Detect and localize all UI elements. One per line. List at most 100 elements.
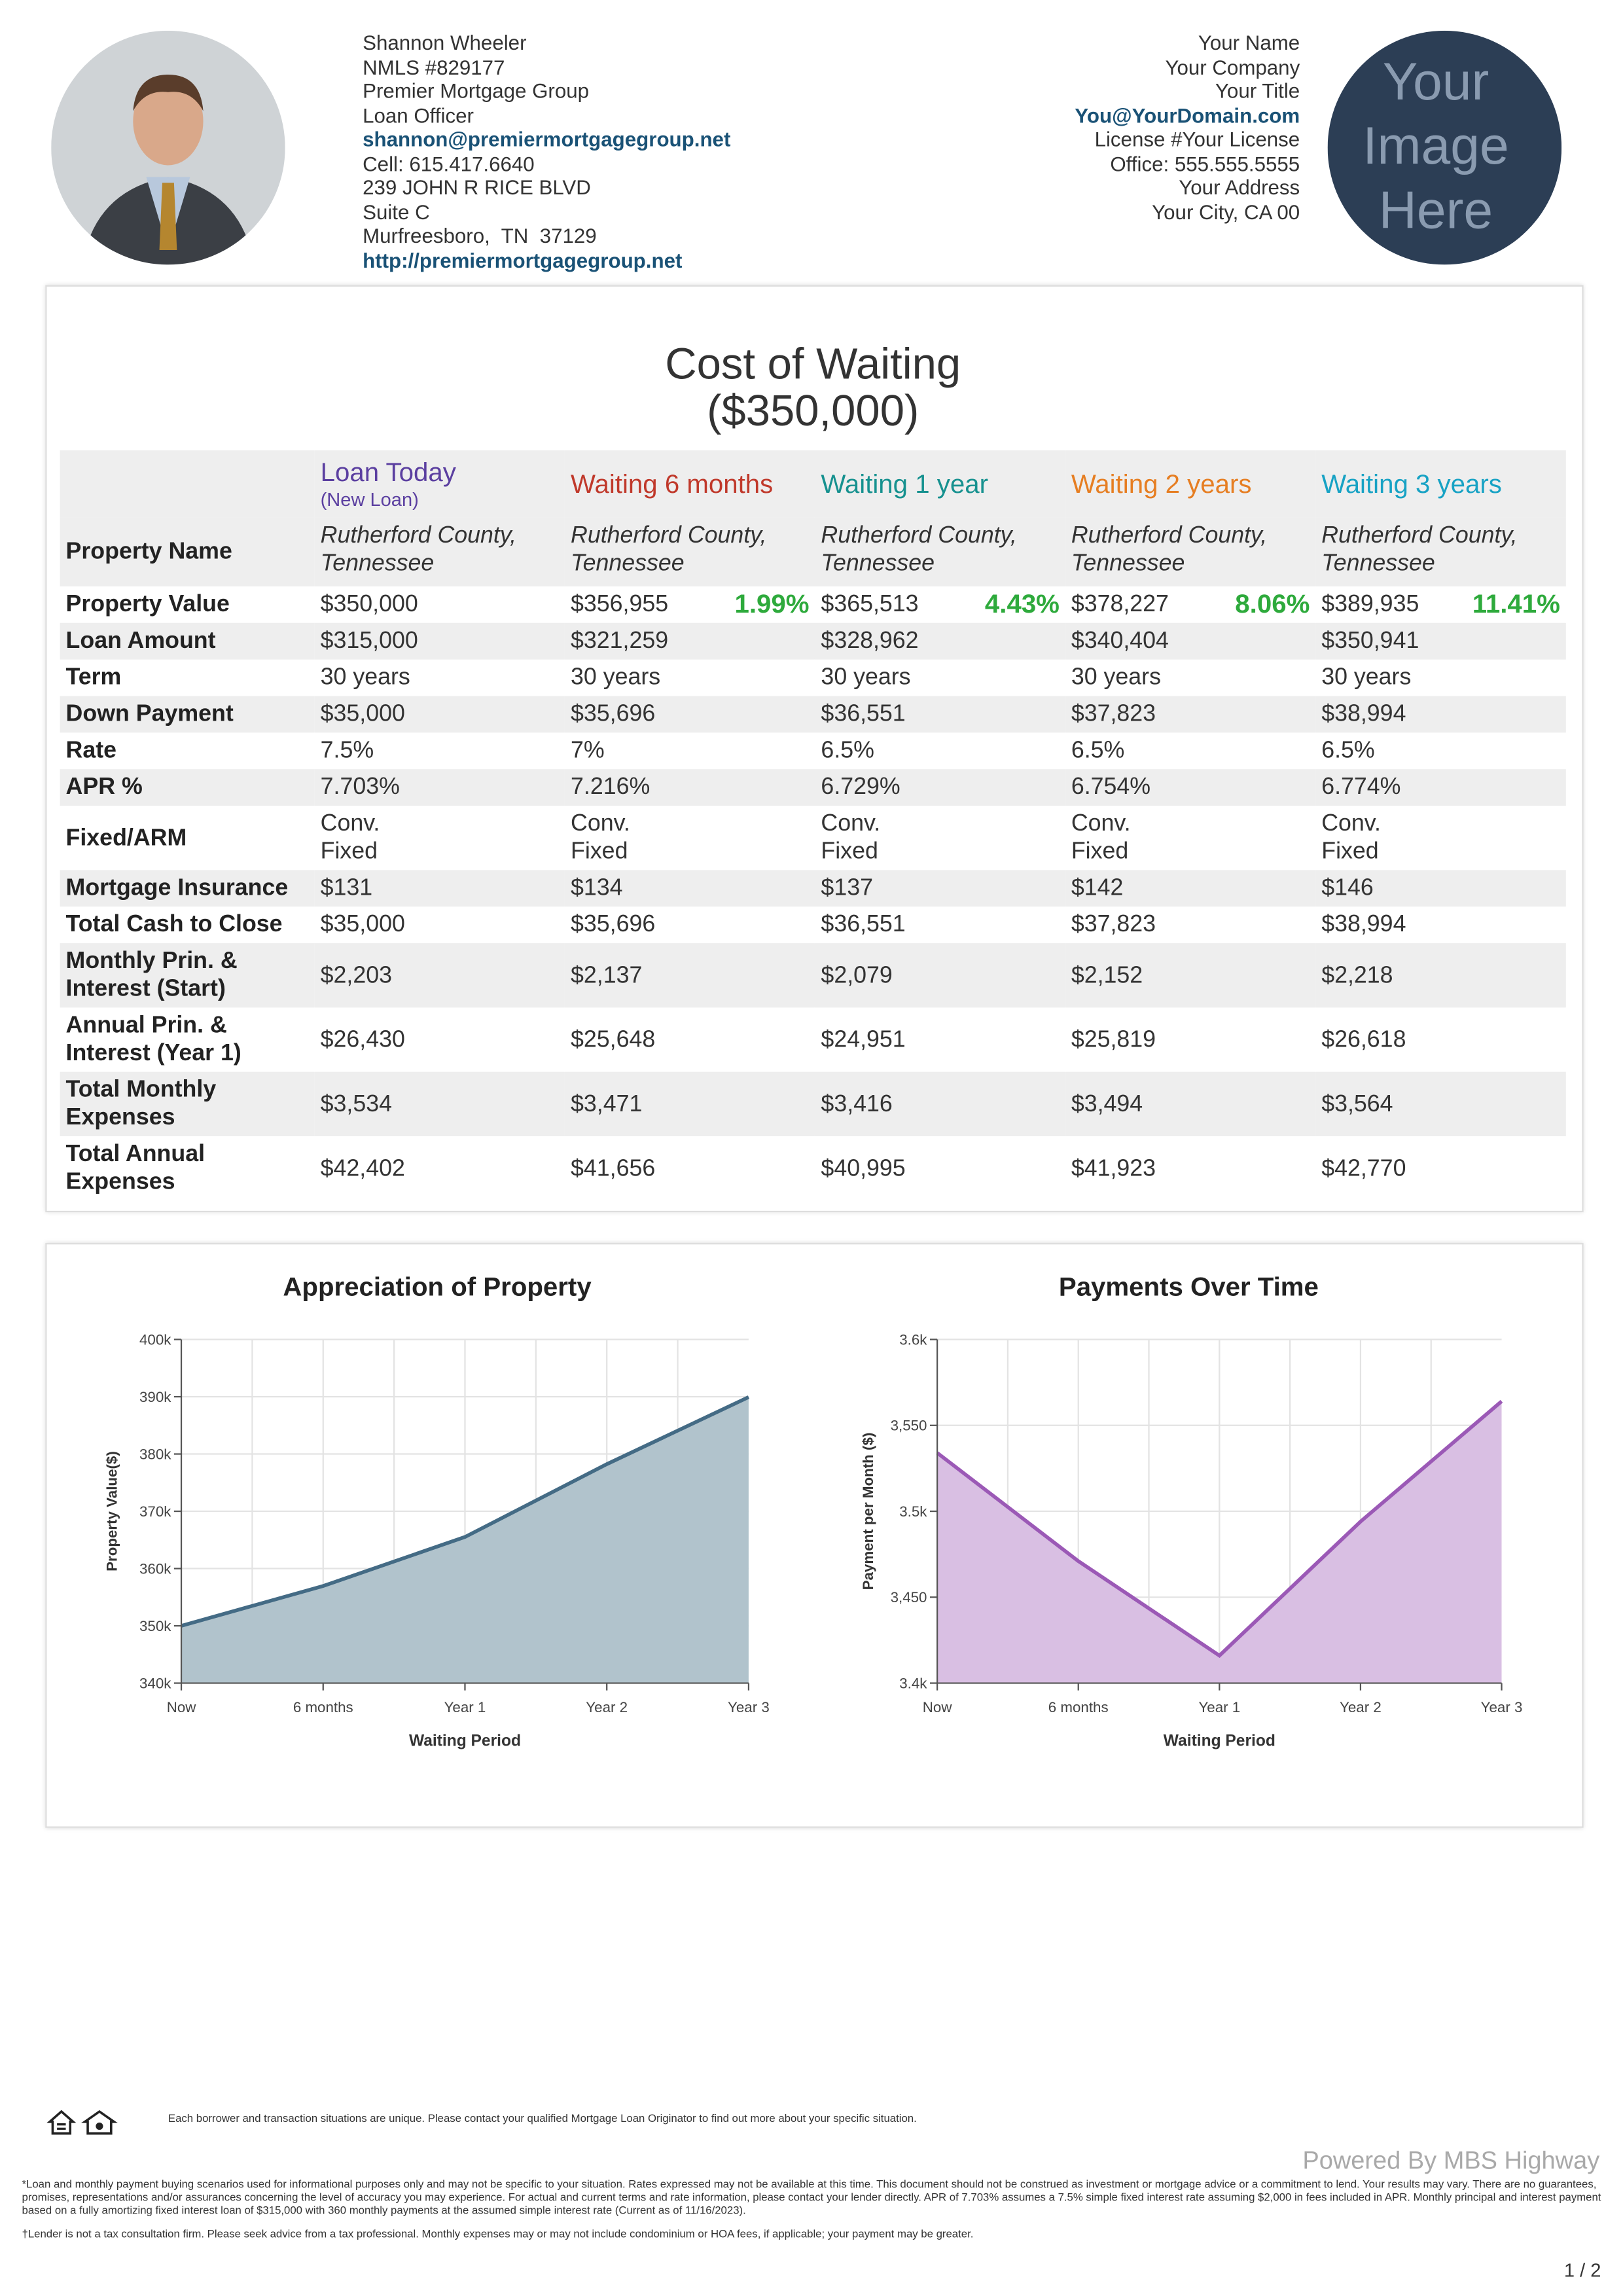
cell: $42,770 [1321, 1156, 1406, 1181]
disclaimer: *Loan and monthly payment buying scenari… [22, 2177, 1601, 2217]
column-header: Waiting 3 years [1315, 450, 1566, 518]
agent-line: Shannon Wheeler [363, 30, 527, 54]
x-tick-label: Now [167, 1699, 197, 1715]
chart-title: Appreciation of Property [283, 1272, 592, 1302]
agent-line: 239 JOHN R RICE BLVD [363, 175, 591, 199]
placeholder-text: Image [1363, 117, 1509, 175]
agent-info: Shannon Wheeler NMLS #829177 Premier Mortg… [363, 31, 730, 272]
company-line: Your Name [1198, 30, 1300, 54]
cell: Rutherford County, Tennessee [1065, 517, 1316, 586]
change: 1.99% [734, 589, 810, 619]
cell: $131 [314, 870, 565, 907]
table-row: Total Cash to Close $35,000 $35,696 $36,551… [60, 906, 1566, 943]
cell: $41,656 [571, 1156, 656, 1181]
table-row: Loan Amount $315,000 $321,259 $328,962 $340,… [60, 622, 1566, 660]
cell: 6.754% [1065, 769, 1316, 806]
company-line: You@YourDomain.com [1075, 103, 1300, 127]
x-axis-label: Waiting Period [1164, 1732, 1275, 1750]
cell: $340,404 [1065, 622, 1316, 660]
column-sub: (New Loan) [320, 488, 419, 511]
cell: $26,618 [1321, 1027, 1406, 1052]
cell: $321,259 [565, 622, 815, 660]
table-row: Monthly Prin. & Interest (Start) $2,203 $2… [60, 943, 1566, 1008]
cell: $2,152 [1065, 943, 1316, 1008]
y-tick-label: 360k [139, 1560, 171, 1577]
cell: $40,995 [821, 1156, 906, 1181]
cell: $35,696 [571, 912, 656, 938]
cell: 6.5% [821, 738, 874, 764]
cell: $134 [565, 870, 815, 907]
column-header: Loan Today (New Loan) [314, 450, 565, 518]
row-label: Monthly Prin. & Interest (Start) [60, 943, 315, 1008]
placeholder-text: Here [1379, 181, 1493, 240]
table-row: Rate 7.5% 7% 6.5% 6.5% 6.5% [60, 732, 1566, 769]
title-line: ($350,000) [707, 387, 919, 436]
table-row: Fixed/ARM Conv. Fixed Conv. Fixed Conv. Fix… [60, 806, 1566, 870]
area-fill [937, 1401, 1502, 1683]
cell: $36,551 [815, 696, 1065, 733]
table-row: Annual Prin. & Interest (Year 1) $26,430 $… [60, 1007, 1566, 1071]
cell: $2,203 [314, 943, 565, 1008]
cell: 6.5% [1321, 738, 1375, 764]
column-header: Waiting 1 year [815, 450, 1065, 518]
cell: $2,137 [565, 943, 815, 1008]
cell: 6.774% [1315, 769, 1566, 806]
cell: $3,416 [815, 1071, 1065, 1136]
table-wrap: Loan Today (New Loan) Waiting 6 months Wait… [60, 450, 1566, 1200]
y-tick-label: 3.4k [899, 1675, 927, 1691]
cell: Conv. Fixed [320, 811, 380, 865]
agent-line: Murfreesboro, TN 37129 [363, 223, 597, 247]
cell: $24,951 [821, 1027, 906, 1052]
agent-line: NMLS #829177 [363, 54, 505, 79]
column-header: Waiting 2 years [1065, 450, 1316, 518]
cell-text: $356,955 [571, 592, 669, 617]
cell: $38,994 [1315, 696, 1566, 733]
powered-by: Powered By MBS Highway [1302, 2146, 1600, 2175]
cell: $328,962 [815, 622, 1065, 660]
x-tick-label: Now [923, 1699, 953, 1715]
cell: Conv. Fixed [1321, 811, 1381, 865]
column-name: Loan Today [320, 457, 456, 487]
header-row: Loan Today (New Loan) Waiting 6 months Wait… [60, 450, 1566, 518]
line [936, 1399, 1503, 1659]
cell: $350,941 [1315, 622, 1566, 660]
placeholder-text: Your [1383, 52, 1489, 111]
area-fill [181, 1397, 749, 1683]
cell: 7% [571, 738, 605, 764]
notice: Each borrower and transaction situations… [168, 2111, 917, 2125]
cell: Rutherford County, Tennessee [815, 517, 1065, 586]
row-label: Loan Amount [60, 622, 315, 660]
cell: 30 years [571, 665, 661, 691]
cell: $350,000 [320, 592, 418, 617]
y-tick-label: 3,550 [891, 1418, 927, 1434]
change: 8.06% [1235, 589, 1310, 619]
table-row: Total Monthly Expenses $3,534 $3,471 $3,416… [60, 1071, 1566, 1136]
row-label: Property Name [60, 517, 315, 586]
change: 4.43% [984, 589, 1060, 619]
cell: Rutherford County, Tennessee [1315, 517, 1566, 586]
cell: Rutherford County, Tennessee [314, 517, 565, 586]
row-label: Fixed/ARM [65, 825, 187, 851]
row-label: Annual Prin. & Interest (Year 1) [65, 1013, 241, 1066]
footnote: †Lender is not a tax consultation firm. … [22, 2227, 974, 2240]
charts: Appreciation of Property 340k 350k 360k 370k… [104, 1272, 1523, 1750]
column-name: Waiting 6 months [571, 469, 774, 499]
table-row: Total Annual Expenses $42,402 $41,656 $40,9… [60, 1136, 1566, 1200]
cell: $2,218 [1315, 943, 1566, 1008]
y-tick-label: 340k [139, 1675, 171, 1691]
cell-text: $389,935 [1321, 592, 1419, 617]
cell: 30 years [821, 665, 911, 691]
company-line: Your City, CA 00 [1152, 199, 1300, 223]
cell: $37,823 [1065, 696, 1316, 733]
cell: Conv. Fixed [571, 811, 630, 865]
y-tick-label: 350k [139, 1618, 171, 1634]
cell: $35,000 [320, 912, 405, 938]
y-axis-label: Property Value($) [104, 1451, 120, 1571]
company-info: Your Name Your Company Your Title You@YourD… [1075, 31, 1300, 224]
cell: 7.5% [320, 738, 374, 764]
company-line: Your Address [1179, 175, 1300, 199]
cell: 7.703% [314, 769, 565, 806]
x-tick-label: 6 months [1048, 1699, 1109, 1715]
row-label: Total Cash to Close [65, 912, 283, 938]
